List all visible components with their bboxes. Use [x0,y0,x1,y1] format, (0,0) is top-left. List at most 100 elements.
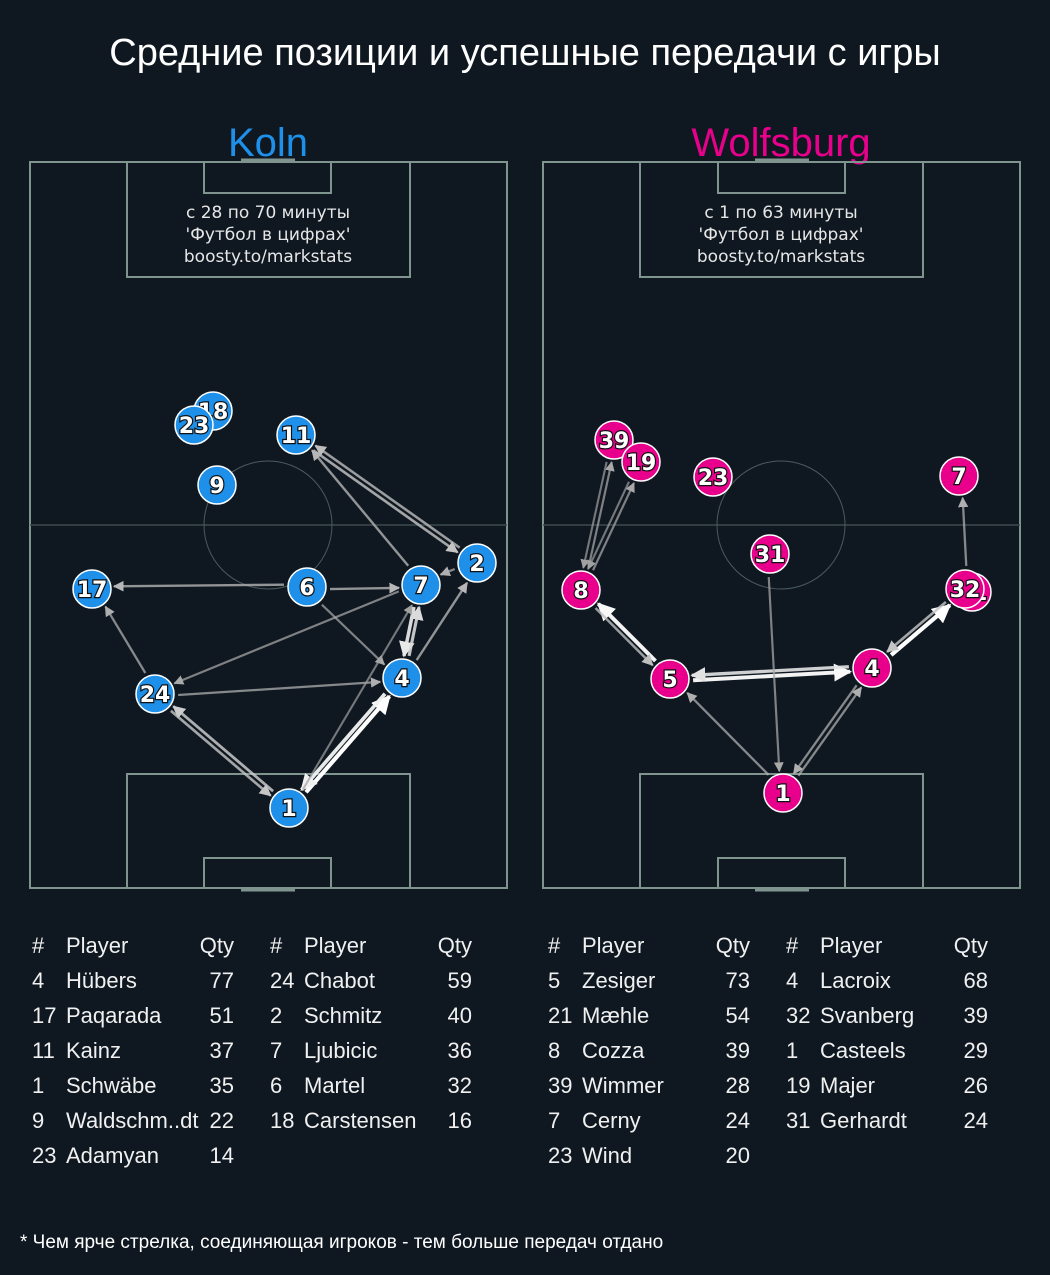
player-name: Schwäbe [66,1073,157,1098]
pass-arrow [580,461,608,569]
player-number: 4 [394,667,409,692]
player-marker [72,569,112,609]
column-header: Player [820,933,883,958]
table-header: # Player Qty [548,928,750,963]
table-row: 1 Casteels 29 [786,1033,988,1068]
player-name: Kainz [66,1038,122,1063]
pass-arrow [178,677,382,697]
player-marker [594,420,634,460]
pass-arrow [301,604,413,791]
player-number: 32 [950,578,981,603]
goal-area-top [203,161,332,194]
player-name: Gerhardt [820,1108,907,1133]
player-marker [763,773,803,813]
table-row: 4 Lacroix 68 [786,963,988,998]
table-row: 21 Mæhle 54 [548,998,750,1033]
pass-arrow [112,580,284,592]
pass-arrow [311,449,410,567]
table-header: # Player Qty [786,928,988,963]
table-row: 7 Cerny 24 [548,1103,750,1138]
player-node: 2 [457,543,497,583]
table-row: 11 Kainz 37 [32,1033,234,1068]
koln-table-left: # Player Qty 4 Hübers 77 17 Paqarada 51 11 Kainz 37… [32,928,234,1173]
wolfsburg-pitch: Wolfsburg с 1 по 63 минуты 'Футбол в циф… [542,121,1021,892]
column-header: Player [304,933,367,958]
pass-arrow [172,705,275,793]
jersey-number: 6 [270,1073,283,1098]
table-row: 24 Chabot 59 [270,963,472,998]
pass-arrow [686,692,770,776]
player-number: 9 [209,474,224,499]
player-number: 7 [951,465,966,490]
jersey-number: 4 [786,968,799,993]
player-marker [401,565,441,605]
player-number: 7 [413,574,428,599]
jersey-number: 9 [32,1108,45,1133]
pass-arrow [792,684,858,775]
penalty-area-bottom [126,773,411,889]
pass-qty: 77 [209,968,234,993]
pass-arrow [321,603,386,666]
jersey-number: 2 [270,1003,283,1028]
player-node: 4 [852,648,892,688]
column-header: # [32,933,45,958]
player-node: 23 [693,457,733,497]
player-node: 31 [750,534,790,574]
player-name: Hübers [66,968,137,993]
player-name: Casteels [820,1038,906,1063]
player-marker [457,543,497,583]
jersey-number: 17 [32,1003,57,1028]
player-name: Cerny [582,1108,641,1133]
player-node: 6 [287,567,327,607]
info-period: с 1 по 63 минуты [704,203,857,223]
jersey-number: 39 [548,1073,573,1098]
jersey-number: 19 [786,1073,811,1098]
pass-arrow [312,449,459,554]
player-marker [276,415,316,455]
table-header: # Player Qty [270,928,472,963]
player-marker [693,457,733,497]
jersey-number: 23 [32,1143,57,1168]
chart-title: Средние позиции и успешные передачи с иг… [109,32,941,74]
player-marker [269,788,309,828]
player-node: 23 [174,405,214,445]
player-node: 1 [269,788,309,828]
table-row: 19 Majer 26 [786,1068,988,1103]
player-name: Adamyan [66,1143,159,1168]
goal-area-bottom [717,857,846,889]
player-name: Svanberg [820,1003,915,1028]
table-row: 18 Carstensen 16 [270,1103,472,1138]
player-node: 17 [72,569,112,609]
table-row: 31 Gerhardt 24 [786,1103,988,1138]
player-marker [174,405,214,445]
player-number: 19 [626,451,657,476]
pass-arrow [415,581,469,661]
player-name: Wind [582,1143,633,1168]
jersey-number: 5 [548,968,561,993]
jersey-number: 23 [548,1143,573,1168]
player-number: 5 [662,668,677,693]
player-marker [197,465,237,505]
center-circle [716,460,846,590]
player-marker [650,659,690,699]
column-header: Qty [199,933,234,958]
player-marker [852,648,892,688]
pass-arrow [594,607,654,667]
pass-qty: 29 [963,1038,988,1063]
pass-arrow [330,582,401,594]
table-row: 17 Paqarada 51 [32,998,234,1033]
pass-arrow [767,577,784,773]
player-name: Martel [304,1073,366,1098]
jersey-number: 24 [270,968,295,993]
column-header: Qty [953,933,988,958]
player-node: 9 [197,465,237,505]
jersey-number: 8 [548,1038,561,1063]
koln-table-right: # Player Qty 24 Chabot 59 2 Schmitz 40 7 Ljubicic 3… [270,928,472,1138]
player-node: 24 [135,674,175,714]
pass-qty: 16 [447,1108,472,1133]
table-row: 8 Cozza 39 [548,1033,750,1068]
table-row: 23 Wind 20 [548,1138,750,1173]
player-name: Mæhle [582,1003,650,1028]
player-name: Cozza [582,1038,645,1063]
table-row: 32 Svanberg 39 [786,998,988,1033]
